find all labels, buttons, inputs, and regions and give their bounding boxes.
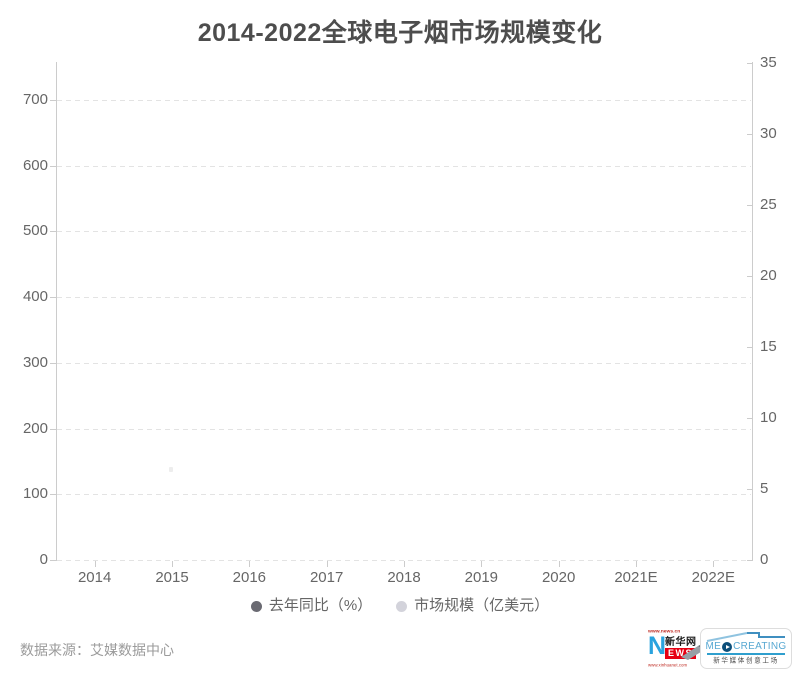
left-y-axis-line [56,62,57,561]
chart-title: 2014-2022全球电子烟市场规模变化 [197,19,603,47]
x-axis-tick-2016 [249,561,251,567]
right-axis-tick-10 [747,418,752,419]
x-axis-label-2022E: 2022E [691,569,736,586]
xinhuanet-ews-text: EWS [665,648,697,659]
medcreating-logo: ME CREATING 新华媒体创意工场 [700,628,792,669]
right-axis-label-35: 35 [760,54,777,71]
xinhuanet-logo-mark: N 新华网 EWS [648,633,706,661]
right-axis-tick-35 [747,63,752,64]
left-axis-label-400: 400 [22,288,48,306]
x-axis-tick-2015 [172,561,173,567]
left-axis-tick-100 [50,494,56,496]
xinhuanet-logo: www.news.cn N 新华网 EWS www.xinhuanet.com [648,629,706,669]
data-source-note: 数据来源：艾媒数据中心 [20,642,174,658]
xinhuanet-chinese-name: 新华网 [665,637,697,648]
play-button-icon [722,642,733,652]
x-axis-tick-2018 [404,561,405,567]
left-axis-tick-500 [50,231,56,233]
x-axis-label-2016: 2016 [232,569,267,586]
x-axis-tick-2020 [558,561,560,567]
right-axis-label-10: 10 [760,409,777,426]
medcreating-subtitle: 新华媒体创意工场 [713,657,779,665]
right-axis-tick-0 [747,560,752,561]
left-axis-label-0: 0 [39,551,48,568]
left-axis-tick-700 [50,100,56,101]
right-axis-tick-20 [747,276,752,277]
x-axis-tick-2019 [481,561,483,567]
gridline-500 [57,231,751,233]
xinhuanet-url-top: www.news.cn [648,628,681,634]
legend-marker-icon [250,600,262,612]
legend-label: 去年同比（%） [268,597,373,614]
gridline-0 [57,560,751,561]
medcreating-underline [707,653,785,655]
right-axis-tick-15 [747,347,752,348]
x-axis-tick-2021E [636,561,637,567]
right-axis-label-5: 5 [760,480,769,497]
x-axis-label-2017: 2017 [309,569,344,586]
xinhuanet-n-letter: N [648,632,667,660]
gridline-200 [57,428,751,430]
left-axis-label-600: 600 [22,156,48,174]
left-axis-label-500: 500 [22,222,48,240]
legend: 去年同比（%） 市场规模（亿美元） [0,597,800,615]
right-axis-tick-5 [747,489,752,490]
right-y-axis-line [752,62,753,561]
left-axis-label-300: 300 [22,353,48,371]
xinhuanet-url-bottom: www.xinhuanet.com [648,662,688,668]
faint-artifact [169,467,173,472]
left-axis-tick-600 [50,165,56,167]
left-axis-tick-0 [50,560,56,561]
right-axis-label-0: 0 [760,551,769,568]
right-axis-label-15: 15 [760,338,777,355]
x-axis-label-2020: 2020 [541,569,576,586]
legend-marker-icon [396,600,408,612]
left-axis-label-700: 700 [22,91,48,108]
right-axis-tick-25 [747,205,752,206]
x-axis-label-2019: 2019 [464,569,499,586]
gridline-600 [57,165,751,167]
right-axis-tick-30 [747,134,752,135]
legend-item-2[interactable]: 市场规模（亿美元） [396,598,549,614]
x-axis-label-2018: 2018 [387,569,421,586]
x-axis-label-2021E: 2021E [614,569,658,586]
x-axis-tick-2022E [713,561,715,567]
medcreating-name-prefix: ME [705,641,722,652]
left-axis-tick-400 [50,297,56,299]
right-axis-label-25: 25 [760,196,777,213]
left-axis-tick-300 [50,362,56,364]
gridline-400 [57,297,751,299]
left-axis-tick-200 [50,428,56,430]
right-axis-label-20: 20 [760,267,777,284]
x-axis-label-2014: 2014 [77,569,112,586]
medcreating-wordmark: ME CREATING [705,642,787,652]
gridline-100 [57,494,751,496]
legend-item-1[interactable]: 去年同比（%） [250,597,373,614]
gridline-700 [57,100,751,101]
x-axis-label-2015: 2015 [155,569,189,586]
medcreating-roof-icon [706,632,785,642]
medcreating-name-suffix: CREATING [733,641,787,652]
left-axis-label-100: 100 [22,485,48,503]
right-axis-label-30: 30 [760,125,777,142]
legend-label: 市场规模（亿美元） [414,597,550,614]
x-axis-tick-2017 [326,561,328,567]
gridline-300 [57,362,751,364]
x-axis-tick-2014 [94,561,96,567]
left-axis-label-200: 200 [22,419,48,437]
